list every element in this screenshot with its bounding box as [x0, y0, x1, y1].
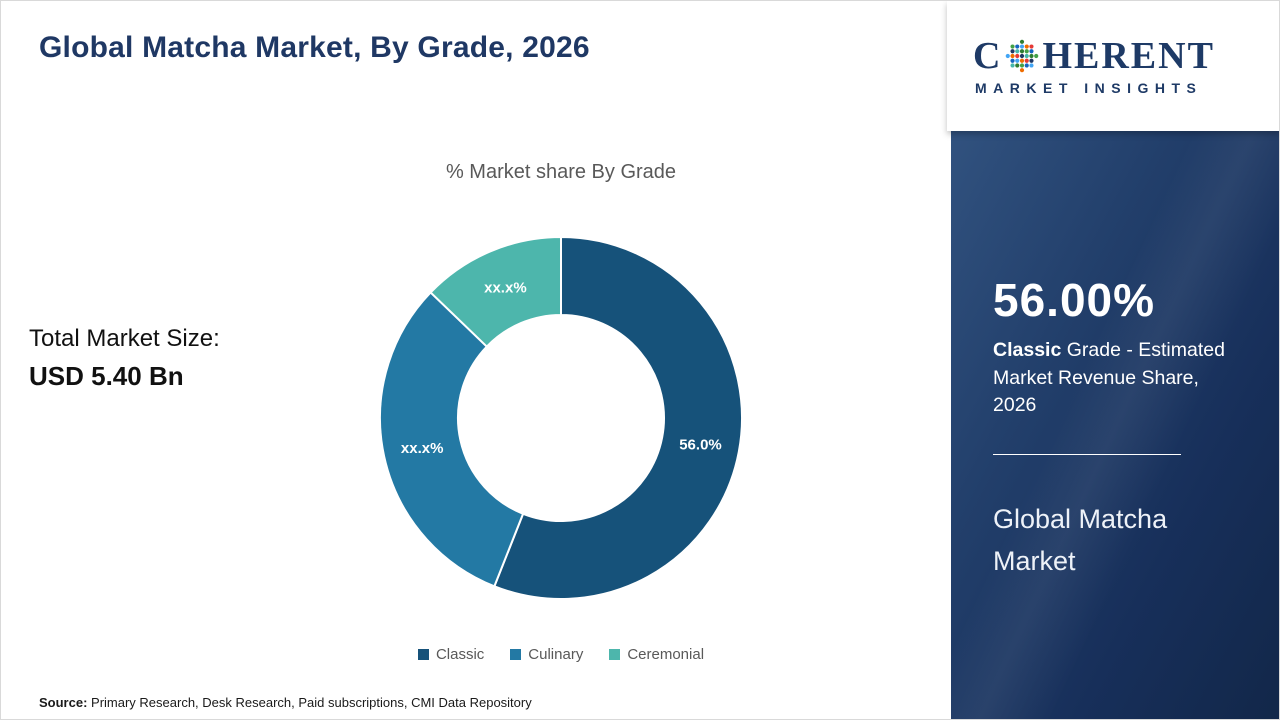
donut-slice-culinary [379, 291, 525, 588]
panel-market-name: Global Matcha Market [993, 504, 1168, 576]
globe-dot [1025, 48, 1030, 53]
globe-dot [1029, 43, 1035, 49]
globe-dot [1015, 58, 1020, 63]
globe-dot [1015, 62, 1020, 68]
legend-label-ceremonial: Ceremonial [627, 646, 705, 663]
globe-dot [1020, 62, 1025, 68]
brand-logo: C HERENT MARKET INSIGHTS [947, 1, 1279, 131]
slice-label-culinary: xx.x% [401, 440, 444, 457]
globe-dot [1020, 67, 1025, 72]
globe-dot [1025, 58, 1030, 63]
source-line: Source: Primary Research, Desk Research,… [39, 695, 532, 710]
legend-swatch-ceremonial [609, 649, 621, 660]
chart-title: % Market share By Grade [445, 161, 677, 183]
highlight-description: Classic Grade - Estimated Market Revenue… [993, 337, 1243, 420]
globe-dot [1020, 43, 1025, 49]
brand-letter-c: C [973, 34, 1003, 77]
globe-dot [1029, 48, 1035, 53]
globe-dot [1020, 58, 1025, 63]
donut-slice-ceremonial [429, 235, 562, 348]
donut-chart-container: 56.0% xx.x% xx.x% [371, 228, 751, 608]
total-market-size-label: Total Market Size: [29, 325, 220, 352]
dotted-globe-icon [1006, 39, 1039, 72]
globe-dot [1034, 53, 1039, 58]
globe-dot [1015, 53, 1020, 58]
globe-dot [1025, 43, 1030, 49]
globe-dot [1025, 53, 1030, 58]
highlight-percentage: 56.00% [993, 274, 1156, 326]
legend-swatch-culinary [510, 649, 522, 660]
legend-swatch-classic [417, 649, 429, 660]
source-label: Source: [39, 695, 88, 710]
donut-slice-classic [493, 235, 743, 600]
side-panel-content: 56.00% Classic Grade - Estimated Market … [993, 273, 1251, 583]
highlight-description-rest: Grade - Estimated Market Revenue Share, … [993, 339, 1225, 417]
globe-dot [1029, 53, 1035, 58]
total-market-size-value: USD 5.40 Bn [29, 361, 184, 391]
total-market-size-block: Total Market Size: USD 5.40 Bn [29, 325, 220, 392]
brand-subtitle: MARKET INSIGHTS [975, 79, 1203, 96]
globe-dot [1029, 62, 1035, 68]
globe-dot [1029, 58, 1035, 63]
page-title: Global Matcha Market, By Grade, 2026 [39, 31, 590, 64]
globe-dot [1015, 48, 1020, 53]
slice-label-ceremonial: xx.x% [484, 279, 527, 296]
source-text: Primary Research, Desk Research, Paid su… [87, 695, 532, 710]
legend-item-culinary: Culinary [510, 646, 583, 663]
side-panel: C HERENT MARKET INSIGHTS 56.00% Classic … [947, 1, 1279, 719]
legend-label-culinary: Culinary [528, 646, 584, 663]
globe-dot [1010, 58, 1016, 63]
globe-dot [1020, 48, 1025, 53]
legend-item-classic: Classic [417, 646, 485, 663]
globe-dot [1020, 39, 1025, 44]
globe-dot [1020, 53, 1025, 58]
globe-dot [1025, 62, 1030, 68]
legend-item-ceremonial: Ceremonial [609, 646, 704, 663]
globe-dot [1010, 53, 1016, 58]
globe-dot [1015, 43, 1020, 49]
side-panel-background: 56.00% Classic Grade - Estimated Market … [951, 131, 1279, 719]
panel-divider [993, 454, 1181, 456]
donut-chart: 56.0% xx.x% xx.x% [379, 235, 743, 600]
legend-label-classic: Classic [435, 646, 485, 663]
brand-letters-rest: HERENT [1042, 34, 1215, 77]
globe-dot [1006, 53, 1011, 58]
globe-dot [1010, 62, 1016, 68]
brand-wordmark: C HERENT [973, 34, 1279, 77]
chart-legend: Classic Culinary Ceremonial [301, 646, 821, 663]
highlight-description-bold: Classic [993, 339, 1062, 361]
slice-label-classic: 56.0% [679, 437, 722, 454]
globe-dot [1010, 48, 1016, 53]
globe-dot [1010, 43, 1016, 49]
